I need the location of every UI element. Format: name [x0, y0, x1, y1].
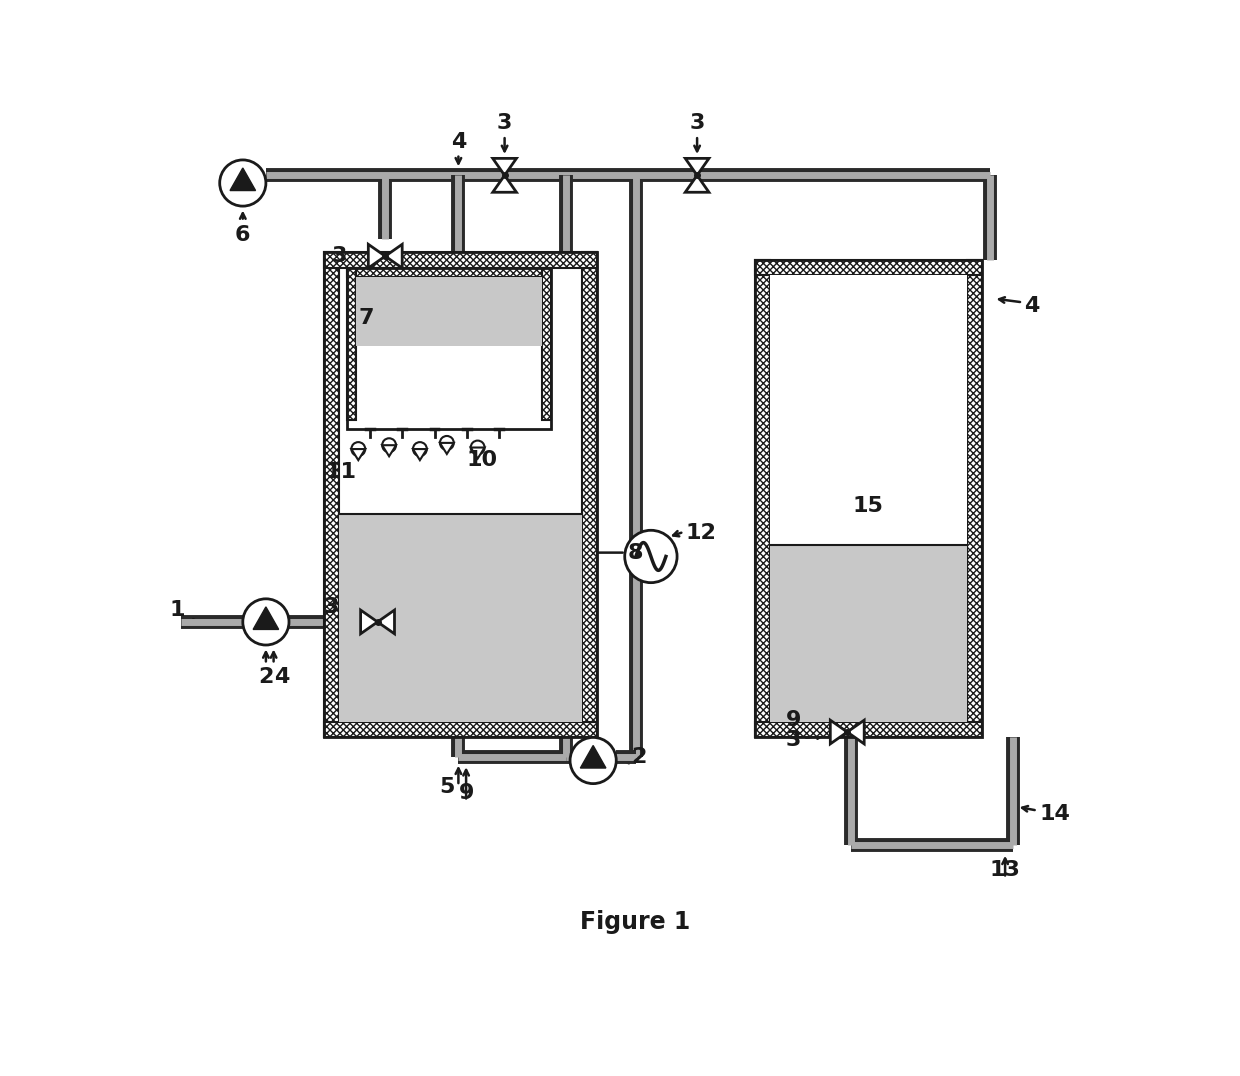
Circle shape [570, 737, 616, 783]
Text: 10: 10 [466, 450, 497, 470]
Polygon shape [351, 449, 366, 461]
Polygon shape [413, 449, 427, 461]
Bar [324, 252, 596, 737]
Bar [967, 260, 982, 737]
Text: 13: 13 [990, 860, 1021, 880]
Bar [324, 252, 596, 737]
Bar [356, 277, 542, 345]
Bar [347, 268, 551, 429]
Bar [770, 275, 967, 722]
Circle shape [625, 530, 677, 582]
Text: 8: 8 [627, 542, 644, 563]
Text: 15: 15 [853, 496, 883, 516]
Circle shape [382, 438, 396, 452]
Circle shape [243, 599, 289, 645]
Polygon shape [382, 445, 396, 456]
Text: 4: 4 [1024, 296, 1039, 316]
Circle shape [471, 440, 485, 454]
Bar [755, 260, 770, 737]
Polygon shape [580, 746, 606, 768]
Polygon shape [440, 443, 454, 454]
Text: 9: 9 [786, 710, 801, 731]
Polygon shape [686, 158, 709, 175]
Polygon shape [686, 175, 709, 193]
Bar [770, 544, 967, 722]
Polygon shape [492, 158, 516, 175]
Text: 12: 12 [686, 523, 717, 543]
Bar [347, 268, 356, 421]
Text: 3: 3 [324, 596, 339, 617]
Polygon shape [471, 448, 485, 458]
Text: 7: 7 [358, 308, 373, 328]
Bar [582, 252, 596, 737]
Polygon shape [361, 610, 377, 634]
Bar [339, 514, 582, 722]
Text: 3: 3 [331, 246, 347, 266]
Text: 11: 11 [326, 462, 357, 482]
Text: 4: 4 [450, 132, 466, 152]
Text: 3: 3 [689, 113, 704, 133]
Circle shape [219, 160, 265, 207]
Bar [347, 268, 551, 277]
Text: 4: 4 [274, 666, 289, 686]
Bar [542, 268, 551, 421]
Polygon shape [492, 175, 516, 193]
Polygon shape [386, 244, 402, 268]
Text: 2: 2 [631, 747, 647, 767]
Polygon shape [831, 720, 847, 744]
Text: 2: 2 [258, 666, 274, 686]
Bar [755, 260, 982, 737]
Text: 3: 3 [497, 113, 512, 133]
Bar [755, 722, 982, 737]
Text: 5: 5 [439, 778, 455, 797]
Bar [324, 252, 339, 737]
Polygon shape [368, 244, 386, 268]
Bar [755, 260, 982, 737]
Polygon shape [377, 610, 394, 634]
Circle shape [413, 442, 427, 456]
Bar [347, 268, 551, 429]
Text: 14: 14 [1040, 805, 1070, 824]
Circle shape [440, 436, 454, 450]
Circle shape [351, 442, 366, 456]
Text: 3: 3 [786, 730, 801, 750]
Text: 6: 6 [236, 225, 250, 245]
Bar [324, 252, 596, 268]
Polygon shape [231, 168, 255, 190]
Text: 1: 1 [170, 600, 185, 621]
Text: 9: 9 [459, 783, 474, 803]
Text: Figure 1: Figure 1 [580, 910, 691, 934]
Polygon shape [847, 720, 864, 744]
Polygon shape [253, 607, 279, 629]
Bar [755, 260, 982, 275]
Bar [324, 722, 596, 737]
